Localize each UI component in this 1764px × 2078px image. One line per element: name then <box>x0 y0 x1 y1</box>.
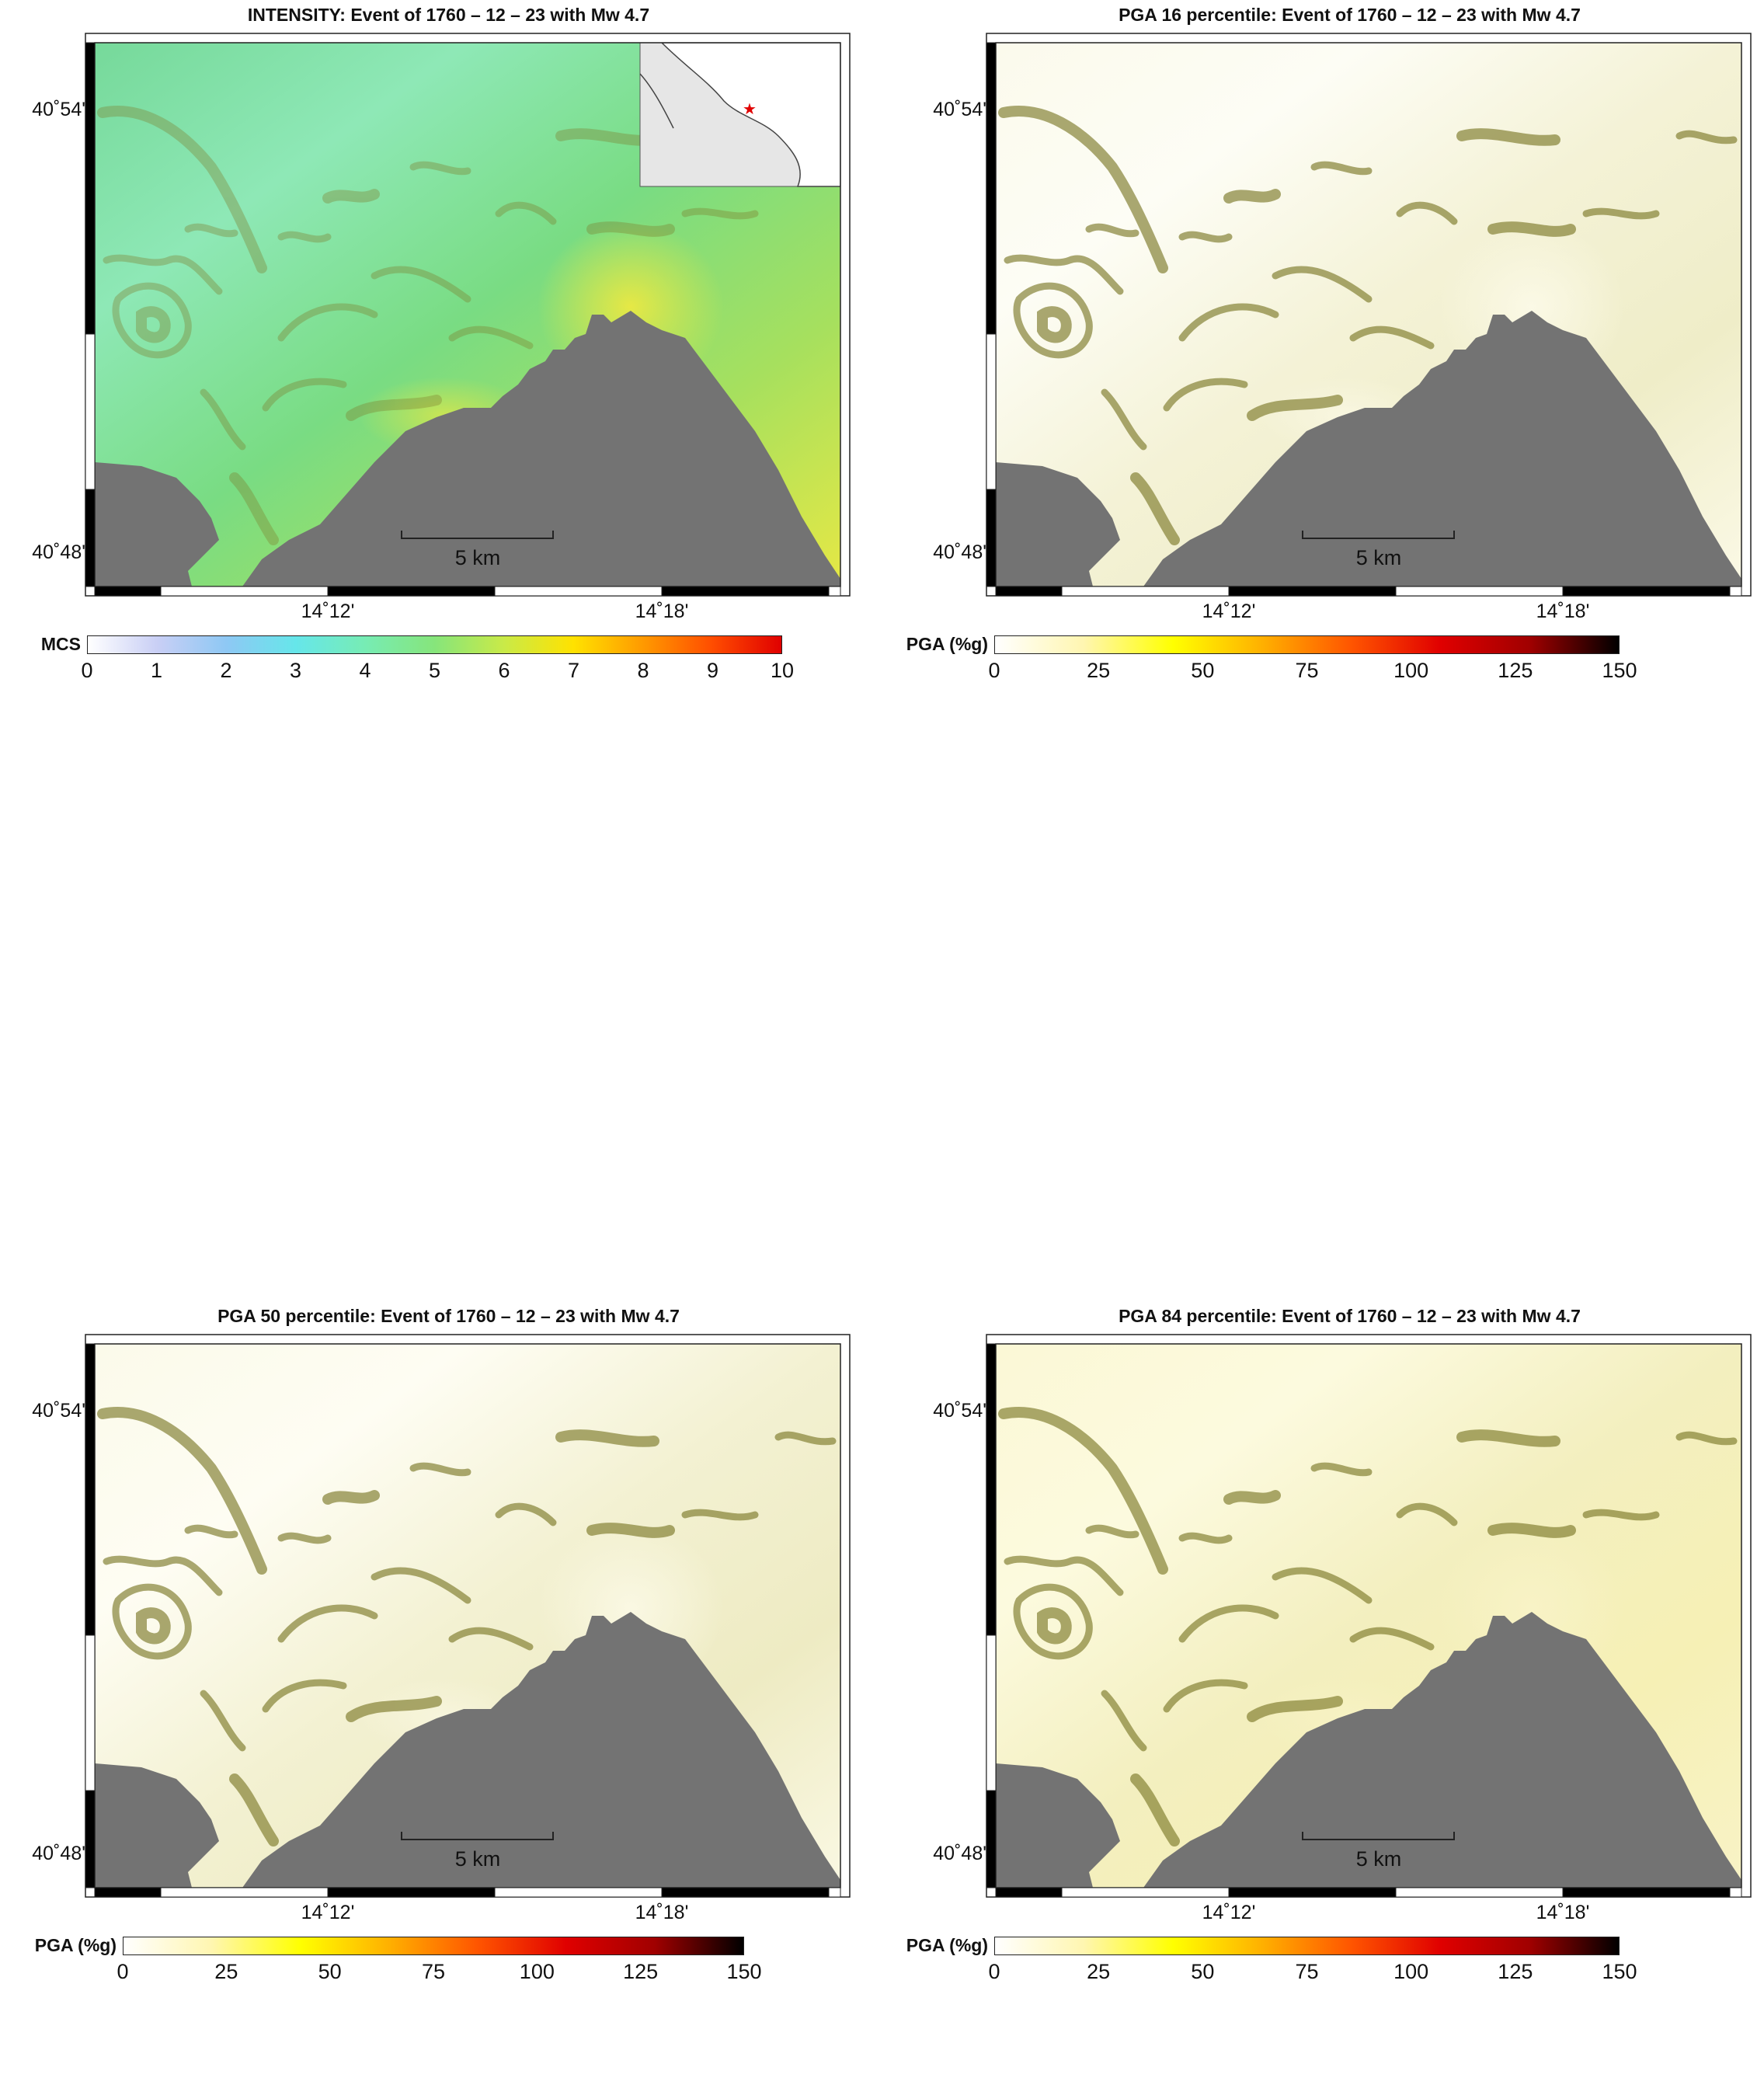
colorbar-tick-label: 100 <box>519 1960 555 1983</box>
colorbar-tick-label: 9 <box>706 659 719 682</box>
colorbar-label: MCS <box>40 634 81 654</box>
latitude-tick-label: 40˚48' <box>933 1843 986 1864</box>
latitude-tick-label: 40˚54' <box>933 99 986 120</box>
panel-title: PGA 84 percentile: Event of 1760 – 12 – … <box>1119 1306 1581 1326</box>
panel-pga16-map: PGA 16 percentile: Event of 1760 – 12 – … <box>906 0 1764 777</box>
longitude-tick-label: 14˚18' <box>635 1902 689 1923</box>
map-frame <box>85 1334 851 1898</box>
colorbar-label: PGA (%g) <box>906 1935 988 1955</box>
sea-area <box>95 462 219 587</box>
colorbar-tick-label: 125 <box>1498 659 1533 682</box>
map-canvas <box>986 33 1752 597</box>
map-canvas <box>85 1334 851 1898</box>
colorbar-tick-label: 1 <box>150 659 163 682</box>
colorbar-label: PGA (%g) <box>34 1935 117 1955</box>
longitude-tick-label: 14˚18' <box>1536 600 1590 622</box>
map-frame <box>986 1334 1752 1898</box>
panel-pga84-map: PGA 84 percentile: Event of 1760 – 12 – … <box>906 1301 1764 2078</box>
colorbar-tick-label: 5 <box>428 659 441 682</box>
longitude-tick-label: 14˚12' <box>1202 600 1256 622</box>
colorbar-tick-label: 125 <box>1498 1960 1533 1983</box>
colorbar-tick-label: 75 <box>1295 659 1319 682</box>
sea-area <box>1143 1612 1741 1888</box>
colorbar-tick-label: 10 <box>770 659 795 682</box>
scale-bar <box>1302 531 1455 539</box>
map-canvas <box>986 1334 1752 1898</box>
colorbar-tick-label: 7 <box>567 659 580 682</box>
longitude-tick-label: 14˚12' <box>301 1902 355 1923</box>
colorbar-tick-label: 50 <box>1191 659 1215 682</box>
scale-bar-label: 5 km <box>454 1847 501 1871</box>
epicenter-star-icon: ★ <box>743 101 757 118</box>
scale-bar <box>401 531 554 539</box>
colorbar <box>123 1937 744 1955</box>
scale-bar-label: 5 km <box>1355 546 1402 569</box>
latitude-tick-label: 40˚48' <box>933 541 986 563</box>
terrain-relief <box>97 1407 837 1847</box>
sea-area <box>1143 311 1741 587</box>
map-canvas: ★ <box>85 33 851 597</box>
colorbar <box>87 635 782 654</box>
sea-area <box>996 462 1120 587</box>
colorbar-tick-label: 2 <box>220 659 232 682</box>
location-inset-map: ★ <box>639 43 840 187</box>
colorbar-tick-label: 0 <box>117 1960 129 1983</box>
latitude-tick-label: 40˚48' <box>32 541 85 563</box>
longitude-tick-label: 14˚18' <box>635 600 689 622</box>
latitude-tick-label: 40˚54' <box>32 1400 85 1422</box>
colorbar <box>994 635 1620 654</box>
scale-bar <box>401 1832 554 1840</box>
terrain-relief <box>97 106 837 545</box>
map-frame <box>85 33 851 597</box>
colorbar-tick-label: 150 <box>1602 1960 1637 1983</box>
colorbar-label: PGA (%g) <box>906 634 988 654</box>
panel-intensity-map: INTENSITY: Event of 1760 – 12 – 23 with … <box>8 0 889 777</box>
longitude-tick-label: 14˚18' <box>1536 1902 1590 1923</box>
colorbar-tick-label: 0 <box>988 1960 1000 1983</box>
sea-area <box>242 1612 840 1888</box>
colorbar-tick-label: 25 <box>1087 1960 1111 1983</box>
colorbar-tick-label: 3 <box>289 659 302 682</box>
longitude-tick-label: 14˚12' <box>1202 1902 1256 1923</box>
panel-title: PGA 16 percentile: Event of 1760 – 12 – … <box>1119 5 1581 25</box>
map-frame <box>986 33 1752 597</box>
colorbar-tick-label: 75 <box>421 1960 446 1983</box>
colorbar-tick-label: 75 <box>1295 1960 1319 1983</box>
colorbar-tick-label: 50 <box>318 1960 342 1983</box>
colorbar-tick-label: 25 <box>214 1960 238 1983</box>
terrain-relief <box>998 106 1738 545</box>
panel-title: INTENSITY: Event of 1760 – 12 – 23 with … <box>247 5 650 25</box>
latitude-tick-label: 40˚48' <box>32 1843 85 1864</box>
longitude-tick-label: 14˚12' <box>301 600 355 622</box>
colorbar-tick-label: 6 <box>498 659 510 682</box>
colorbar-tick-label: 0 <box>81 659 93 682</box>
colorbar-tick-label: 50 <box>1191 1960 1215 1983</box>
latitude-tick-label: 40˚54' <box>933 1400 986 1422</box>
colorbar <box>994 1937 1620 1955</box>
colorbar-tick-label: 100 <box>1393 659 1429 682</box>
sea-area <box>95 1763 219 1888</box>
colorbar-tick-label: 150 <box>726 1960 762 1983</box>
colorbar-tick-label: 125 <box>623 1960 659 1983</box>
panel-title: PGA 50 percentile: Event of 1760 – 12 – … <box>217 1306 680 1326</box>
scale-bar <box>1302 1832 1455 1840</box>
scale-bar-label: 5 km <box>454 546 501 569</box>
colorbar-tick-label: 0 <box>988 659 1000 682</box>
colorbar-tick-label: 8 <box>637 659 649 682</box>
panel-pga50-map: PGA 50 percentile: Event of 1760 – 12 – … <box>8 1301 889 2078</box>
colorbar-tick-label: 4 <box>359 659 371 682</box>
sea-area <box>996 1763 1120 1888</box>
colorbar-tick-label: 25 <box>1087 659 1111 682</box>
terrain-relief <box>998 1407 1738 1847</box>
latitude-tick-label: 40˚54' <box>32 99 85 120</box>
colorbar-tick-label: 100 <box>1393 1960 1429 1983</box>
scale-bar-label: 5 km <box>1355 1847 1402 1871</box>
colorbar-tick-label: 150 <box>1602 659 1637 682</box>
sea-area <box>242 311 840 587</box>
